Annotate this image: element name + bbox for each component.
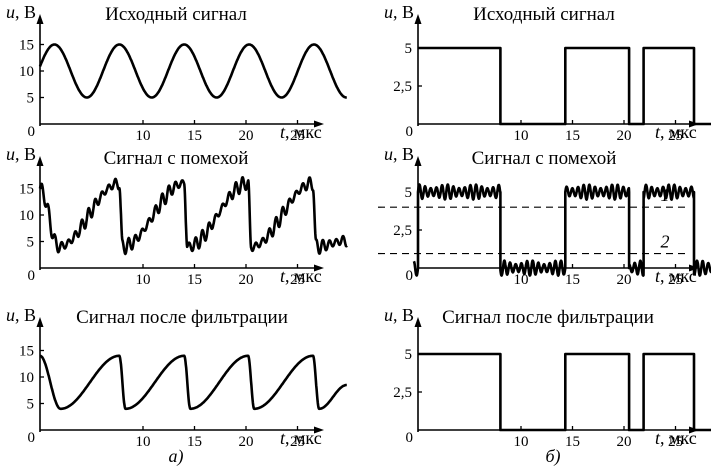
x-axis-label: t, мкс [280,428,322,448]
x-tick-label: 15 [565,272,580,288]
x-tick-label: 10 [514,434,529,450]
x-axis-label: t, мкс [280,266,322,286]
y-axis-arrow [36,156,44,166]
x-axis-arrow [314,120,324,128]
x-tick-label: 15 [187,434,202,450]
origin-label: 0 [28,268,36,284]
y-tick-label: 15 [19,344,34,360]
y-tick-label: 5 [27,397,35,413]
x-tick-label: 20 [239,272,254,288]
signal-curve [38,176,348,256]
x-tick-label: 10 [136,434,151,450]
chart-title: Сигнал после фильтрации [76,307,288,328]
signal-curve [39,354,348,411]
y-axis-arrow [414,14,422,24]
chart-a3: 10 15 20 25 5 10 15 0 u, В t, мкс Сигнал после фил… [6,305,348,450]
x-tick-label: 25 [290,272,305,288]
x-tick-label: 10 [514,128,529,144]
chart-title: Сигнал с помехой [472,148,617,169]
x-tick-label: 20 [617,272,632,288]
x-tick-label: 25 [668,434,683,450]
chart-a1: 10 15 20 25 5 10 15 0 u, В t, мкс Исходный сигнал [6,2,348,144]
x-tick-label: 25 [668,272,683,288]
x-axis-label: t, мкс [280,122,322,142]
x-tick-label: 15 [565,434,580,450]
caption-a: а) [169,446,184,467]
y-tick-label: 2,5 [393,385,412,401]
x-axis-label: t, мкс [655,266,697,286]
chart-title: Исходный сигнал [105,4,247,25]
y-axis-arrow [36,317,44,327]
origin-label: 0 [28,430,36,446]
x-tick-label: 15 [565,128,580,144]
x-axis-arrow [314,264,324,272]
y-tick-label: 10 [19,370,34,386]
y-axis-label: u, В [384,144,414,164]
chart-b1: 10 15 20 25 2,5 5 0 u, В t, мкс Исходный сигнал [384,2,711,144]
x-axis-arrow [314,426,324,434]
y-axis-arrow [414,156,422,166]
chart-b3: 10 15 20 25 2,5 5 0 u, В t, мкс Сигнал после филь… [384,305,711,450]
signal-curve [418,352,711,432]
origin-label: 0 [406,430,414,446]
x-tick-label: 20 [617,128,632,144]
y-tick-label: 5 [27,235,35,251]
y-tick-label: 10 [19,64,34,80]
x-tick-label: 25 [290,434,305,450]
x-tick-label: 20 [617,434,632,450]
x-axis-label: t, мкс [655,428,697,448]
y-axis-arrow [36,14,44,24]
signal-curve [418,46,711,126]
y-tick-label: 2,5 [393,223,412,239]
y-tick-label: 10 [19,208,34,224]
chart-a2: 10 15 20 25 5 10 15 0 u, В t, мкс Сигнал с помехой [6,144,348,288]
threshold-label: 2 [661,232,670,252]
y-tick-label: 15 [19,38,34,54]
y-axis-label: u, В [6,2,36,22]
x-tick-label: 10 [514,272,529,288]
x-tick-label: 20 [239,434,254,450]
y-tick-label: 5 [405,41,413,57]
y-axis-label: u, В [384,305,414,325]
y-tick-label: 5 [405,347,413,363]
y-tick-label: 5 [27,91,35,107]
chart-title: Сигнал с помехой [104,148,249,169]
chart-title: Сигнал после фильтрации [442,307,654,328]
signal-curve [412,183,711,277]
origin-label: 0 [406,124,414,140]
origin-label: 0 [28,124,36,140]
signal-curve [38,43,348,99]
y-tick-label: 5 [405,185,413,201]
x-tick-label: 15 [187,272,202,288]
x-tick-label: 10 [136,128,151,144]
x-tick-label: 10 [136,272,151,288]
y-tick-label: 15 [19,182,34,198]
x-tick-label: 15 [187,128,202,144]
x-tick-label: 25 [668,128,683,144]
y-axis-label: u, В [6,144,36,164]
y-axis-label: u, В [6,305,36,325]
origin-label: 0 [406,268,414,284]
x-tick-label: 20 [239,128,254,144]
y-axis-label: u, В [384,2,414,22]
chart-title: Исходный сигнал [473,4,615,25]
x-tick-label: 25 [290,128,305,144]
y-tick-label: 2,5 [393,79,412,95]
y-axis-arrow [414,317,422,327]
x-axis-label: t, мкс [655,122,697,142]
caption-b: б) [545,446,560,467]
